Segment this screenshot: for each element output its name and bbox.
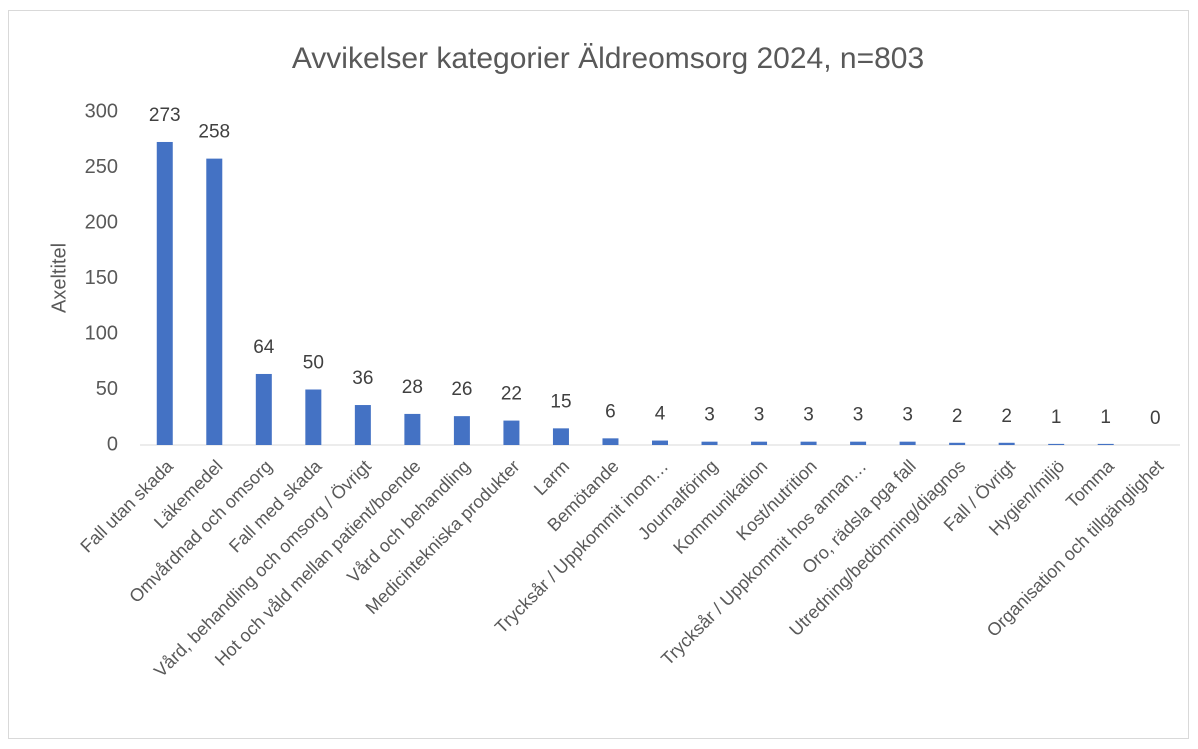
bar [156,141,173,445]
bar [404,413,421,445]
data-label: 1 [1100,407,1111,428]
bar [552,428,569,445]
data-label: 3 [704,405,715,426]
y-axis-title: Axeltitel [48,243,70,313]
bar [1097,443,1114,445]
data-label: 3 [754,405,765,426]
y-tick-label: 200 [85,211,118,233]
data-label: 50 [303,353,324,374]
data-label: 1 [1051,407,1062,428]
data-label: 4 [655,404,666,425]
bar [305,389,322,445]
data-label: 3 [902,405,913,426]
data-label: 2 [952,406,963,427]
bar [1048,443,1065,445]
bar [652,440,668,445]
data-label: 273 [149,105,181,126]
data-label: 0 [1150,408,1161,429]
bar [998,442,1015,445]
chart-title: Avvikelser kategorier Äldreomsorg 2024, … [292,42,924,75]
bar [751,441,768,445]
data-label: 36 [352,368,373,389]
data-label: 22 [501,384,522,405]
bar [503,420,520,445]
bar [602,438,619,445]
bar [453,416,470,445]
y-tick-label: 0 [107,433,118,455]
y-tick-label: 250 [85,156,118,178]
data-label: 3 [803,405,814,426]
bar [354,405,371,445]
data-label: 2 [1001,406,1012,427]
bar [255,373,272,445]
data-label: 258 [198,122,230,143]
y-tick-label: 100 [85,322,118,344]
data-label: 28 [402,377,423,398]
data-label: 6 [605,401,616,422]
bar [850,441,867,445]
data-label: 3 [853,405,864,426]
bar [899,441,916,445]
bar [206,158,223,445]
y-tick-label: 150 [85,267,118,289]
chart-frame [8,10,1189,739]
bar [800,441,817,445]
bar [949,442,966,445]
y-tick-label: 50 [96,378,118,400]
data-label: 64 [253,337,275,358]
bar [701,441,718,445]
data-label: 26 [451,379,472,400]
data-label: 15 [550,391,571,412]
y-tick-label: 300 [85,100,118,122]
